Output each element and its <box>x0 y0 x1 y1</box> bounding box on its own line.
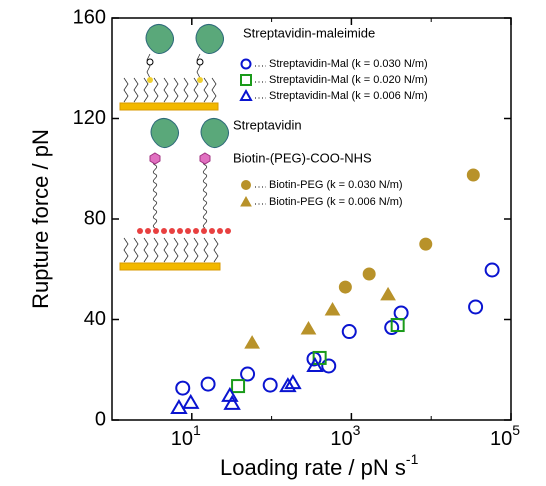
legend-marker <box>239 88 253 101</box>
point <box>466 168 480 182</box>
y-tick-label: 40 <box>84 308 106 330</box>
legend-label: Streptavidin-Mal (k = 0.030 N/m) <box>269 58 428 70</box>
point <box>312 350 327 365</box>
point <box>231 379 246 394</box>
point <box>279 377 297 393</box>
legend-marker <box>241 180 251 190</box>
x-tick-label: 103 <box>330 422 360 451</box>
point <box>240 366 256 382</box>
legend-marker <box>240 74 252 86</box>
point <box>338 280 352 294</box>
point <box>306 356 324 372</box>
x-tick-label-base: 10 <box>171 428 193 450</box>
x-tick-label: 105 <box>490 422 520 451</box>
point <box>170 398 188 414</box>
legend-marker <box>240 58 252 70</box>
point <box>341 324 357 340</box>
x-axis-label: Loading rate / pN s-1 <box>220 451 419 480</box>
point <box>300 321 317 335</box>
point <box>468 299 484 315</box>
illustration-bottom <box>119 118 231 271</box>
y-tick-label: 0 <box>95 408 106 430</box>
point <box>380 286 396 301</box>
legend-label: Streptavidin-Mal (k = 0.020 N/m) <box>269 74 428 86</box>
illustration-top <box>119 24 224 111</box>
annotation: Biotin-(PEG)-COO-NHS <box>233 150 372 165</box>
point <box>362 267 376 281</box>
x-axis-label-sup: -1 <box>406 451 419 467</box>
annotation: Streptavidin-maleimide <box>243 25 375 40</box>
y-tick-label: 80 <box>84 207 106 229</box>
point <box>200 376 216 392</box>
x-tick-label-exp: 3 <box>353 422 361 438</box>
y-axis-label: Rupture force / pN <box>28 129 53 309</box>
x-tick-label-exp: 1 <box>193 422 201 438</box>
point <box>393 305 409 321</box>
point <box>182 393 200 409</box>
x-tick-label-exp: 5 <box>512 422 520 438</box>
y-tick-label: 120 <box>73 107 106 129</box>
legend-label: Biotin-PEG (k = 0.030 N/m) <box>269 179 403 191</box>
point <box>223 394 241 410</box>
x-tick-label: 101 <box>171 422 201 451</box>
point <box>175 380 191 396</box>
y-tick-label: 160 <box>73 6 106 28</box>
legend-label: Streptavidin-Mal (k = 0.006 N/m) <box>269 90 428 102</box>
point <box>262 377 278 393</box>
x-tick-label-base: 10 <box>330 428 352 450</box>
x-tick-label-base: 10 <box>490 428 512 450</box>
point <box>284 374 302 390</box>
point <box>390 318 405 333</box>
legend-marker <box>240 195 252 207</box>
point <box>419 237 433 251</box>
point <box>484 262 500 278</box>
annotation: Streptavidin <box>233 117 302 132</box>
legend-label: Biotin-PEG (k = 0.006 N/m) <box>269 196 403 208</box>
point <box>244 335 260 349</box>
x-axis-label-text: Loading rate / pN s <box>220 455 406 480</box>
point <box>324 301 341 316</box>
point <box>321 358 337 374</box>
